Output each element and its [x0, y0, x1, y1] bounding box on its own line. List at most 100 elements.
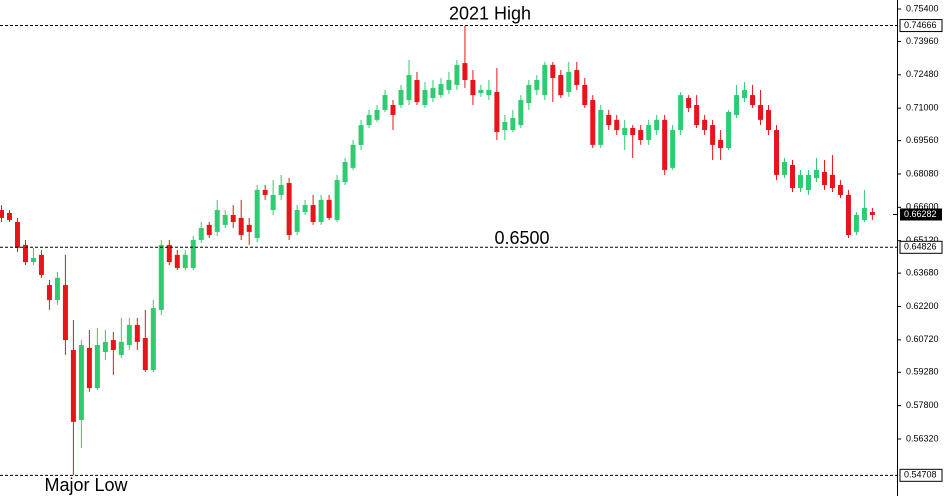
y-tick-label: 0.62200 — [906, 301, 939, 311]
y-tick-label: 0.63680 — [906, 268, 939, 278]
level-label: 0.54708 — [904, 470, 937, 480]
candle-body — [398, 89, 404, 106]
candle-body — [614, 119, 620, 131]
candle-body — [438, 84, 444, 96]
candle-body — [422, 89, 428, 106]
candle-body — [262, 189, 268, 195]
candle-body — [454, 64, 460, 85]
candle-body — [182, 254, 188, 268]
current-price-box — [900, 208, 942, 221]
candle-body — [342, 162, 348, 183]
annotation: 0.6500 — [494, 228, 549, 248]
candle-body — [374, 109, 380, 120]
candle-body — [390, 105, 396, 115]
candle-body — [590, 100, 596, 145]
candle-body — [54, 277, 60, 300]
candle-body — [766, 109, 772, 131]
candle-body — [470, 80, 476, 96]
y-tick-label: 0.73960 — [906, 36, 939, 46]
y-tick-label: 0.56320 — [906, 433, 939, 443]
y-tick-label: 0.68080 — [906, 168, 939, 178]
level-label-box — [899, 468, 943, 482]
candle-body — [318, 199, 324, 222]
candle-body — [334, 180, 340, 220]
candle-body — [22, 244, 28, 263]
candle-body — [126, 324, 132, 346]
candle-body — [214, 210, 220, 232]
candle-body — [222, 214, 228, 225]
candle-body — [526, 84, 532, 103]
candle-body — [486, 89, 492, 96]
candle-body — [118, 341, 124, 355]
candle-body — [566, 71, 572, 92]
candle-body — [174, 254, 180, 268]
candle-body — [630, 128, 636, 135]
candle-body — [534, 80, 540, 90]
candle-body — [0, 210, 4, 218]
candle-body — [278, 185, 284, 195]
candle-body — [238, 217, 244, 236]
candle-body — [86, 347, 92, 389]
y-tick-label: 0.60720 — [906, 334, 939, 344]
candle-body — [829, 174, 835, 188]
candle-body — [206, 224, 212, 236]
candle-body — [198, 228, 204, 240]
candle-body — [861, 208, 867, 220]
candle-body — [102, 341, 108, 352]
candle-body — [606, 114, 612, 126]
candle-body — [46, 285, 52, 300]
candle-body — [774, 130, 780, 175]
annotation: 2021 High — [449, 3, 531, 23]
candle-body — [518, 100, 524, 126]
candle-body — [14, 221, 20, 248]
candle-body — [742, 89, 748, 99]
candle-body — [406, 75, 412, 101]
candle-body — [254, 189, 260, 238]
candle-body — [718, 139, 724, 149]
candle-body — [798, 174, 803, 188]
candle-body — [710, 125, 716, 145]
candle-body — [805, 174, 811, 190]
candle-body — [462, 63, 468, 80]
candle-body — [230, 214, 236, 222]
candle-body — [845, 194, 851, 236]
candle-body — [558, 75, 564, 96]
candle-body — [494, 91, 500, 133]
candle-body — [310, 205, 316, 222]
candle-body — [750, 95, 756, 106]
candle-body — [550, 64, 556, 78]
candle-body — [869, 212, 875, 215]
y-tick-label: 0.71000 — [906, 103, 939, 113]
candle-body — [430, 87, 436, 99]
candle-body — [78, 345, 84, 421]
candle-body — [70, 349, 76, 422]
candle-body — [286, 182, 292, 236]
y-tick-label: 0.59280 — [906, 367, 939, 377]
y-tick-label: 0.72480 — [906, 69, 939, 79]
candle-body — [853, 214, 859, 232]
level-label-box — [899, 19, 943, 33]
candle-body — [837, 185, 843, 195]
candle-body — [350, 144, 356, 168]
candle-body — [414, 80, 420, 103]
candle-body — [142, 338, 148, 371]
y-tick-label: 0.66600 — [906, 202, 939, 212]
candle-body — [542, 64, 548, 96]
candle-body — [734, 95, 740, 115]
level-label: 0.74666 — [904, 20, 937, 30]
candle-body — [302, 205, 308, 213]
candle-body — [821, 171, 827, 186]
candle-body — [813, 169, 819, 179]
candle-body — [638, 130, 644, 140]
candle-body — [654, 119, 660, 131]
candle-body — [478, 89, 484, 94]
candle-body — [790, 164, 796, 188]
candle-body — [662, 119, 668, 170]
candle-body — [758, 105, 764, 120]
candle-body — [94, 345, 100, 389]
candle-body — [694, 105, 700, 126]
candle-body — [670, 130, 676, 168]
candle-body — [678, 95, 684, 131]
annotation: Major Low — [44, 475, 128, 495]
